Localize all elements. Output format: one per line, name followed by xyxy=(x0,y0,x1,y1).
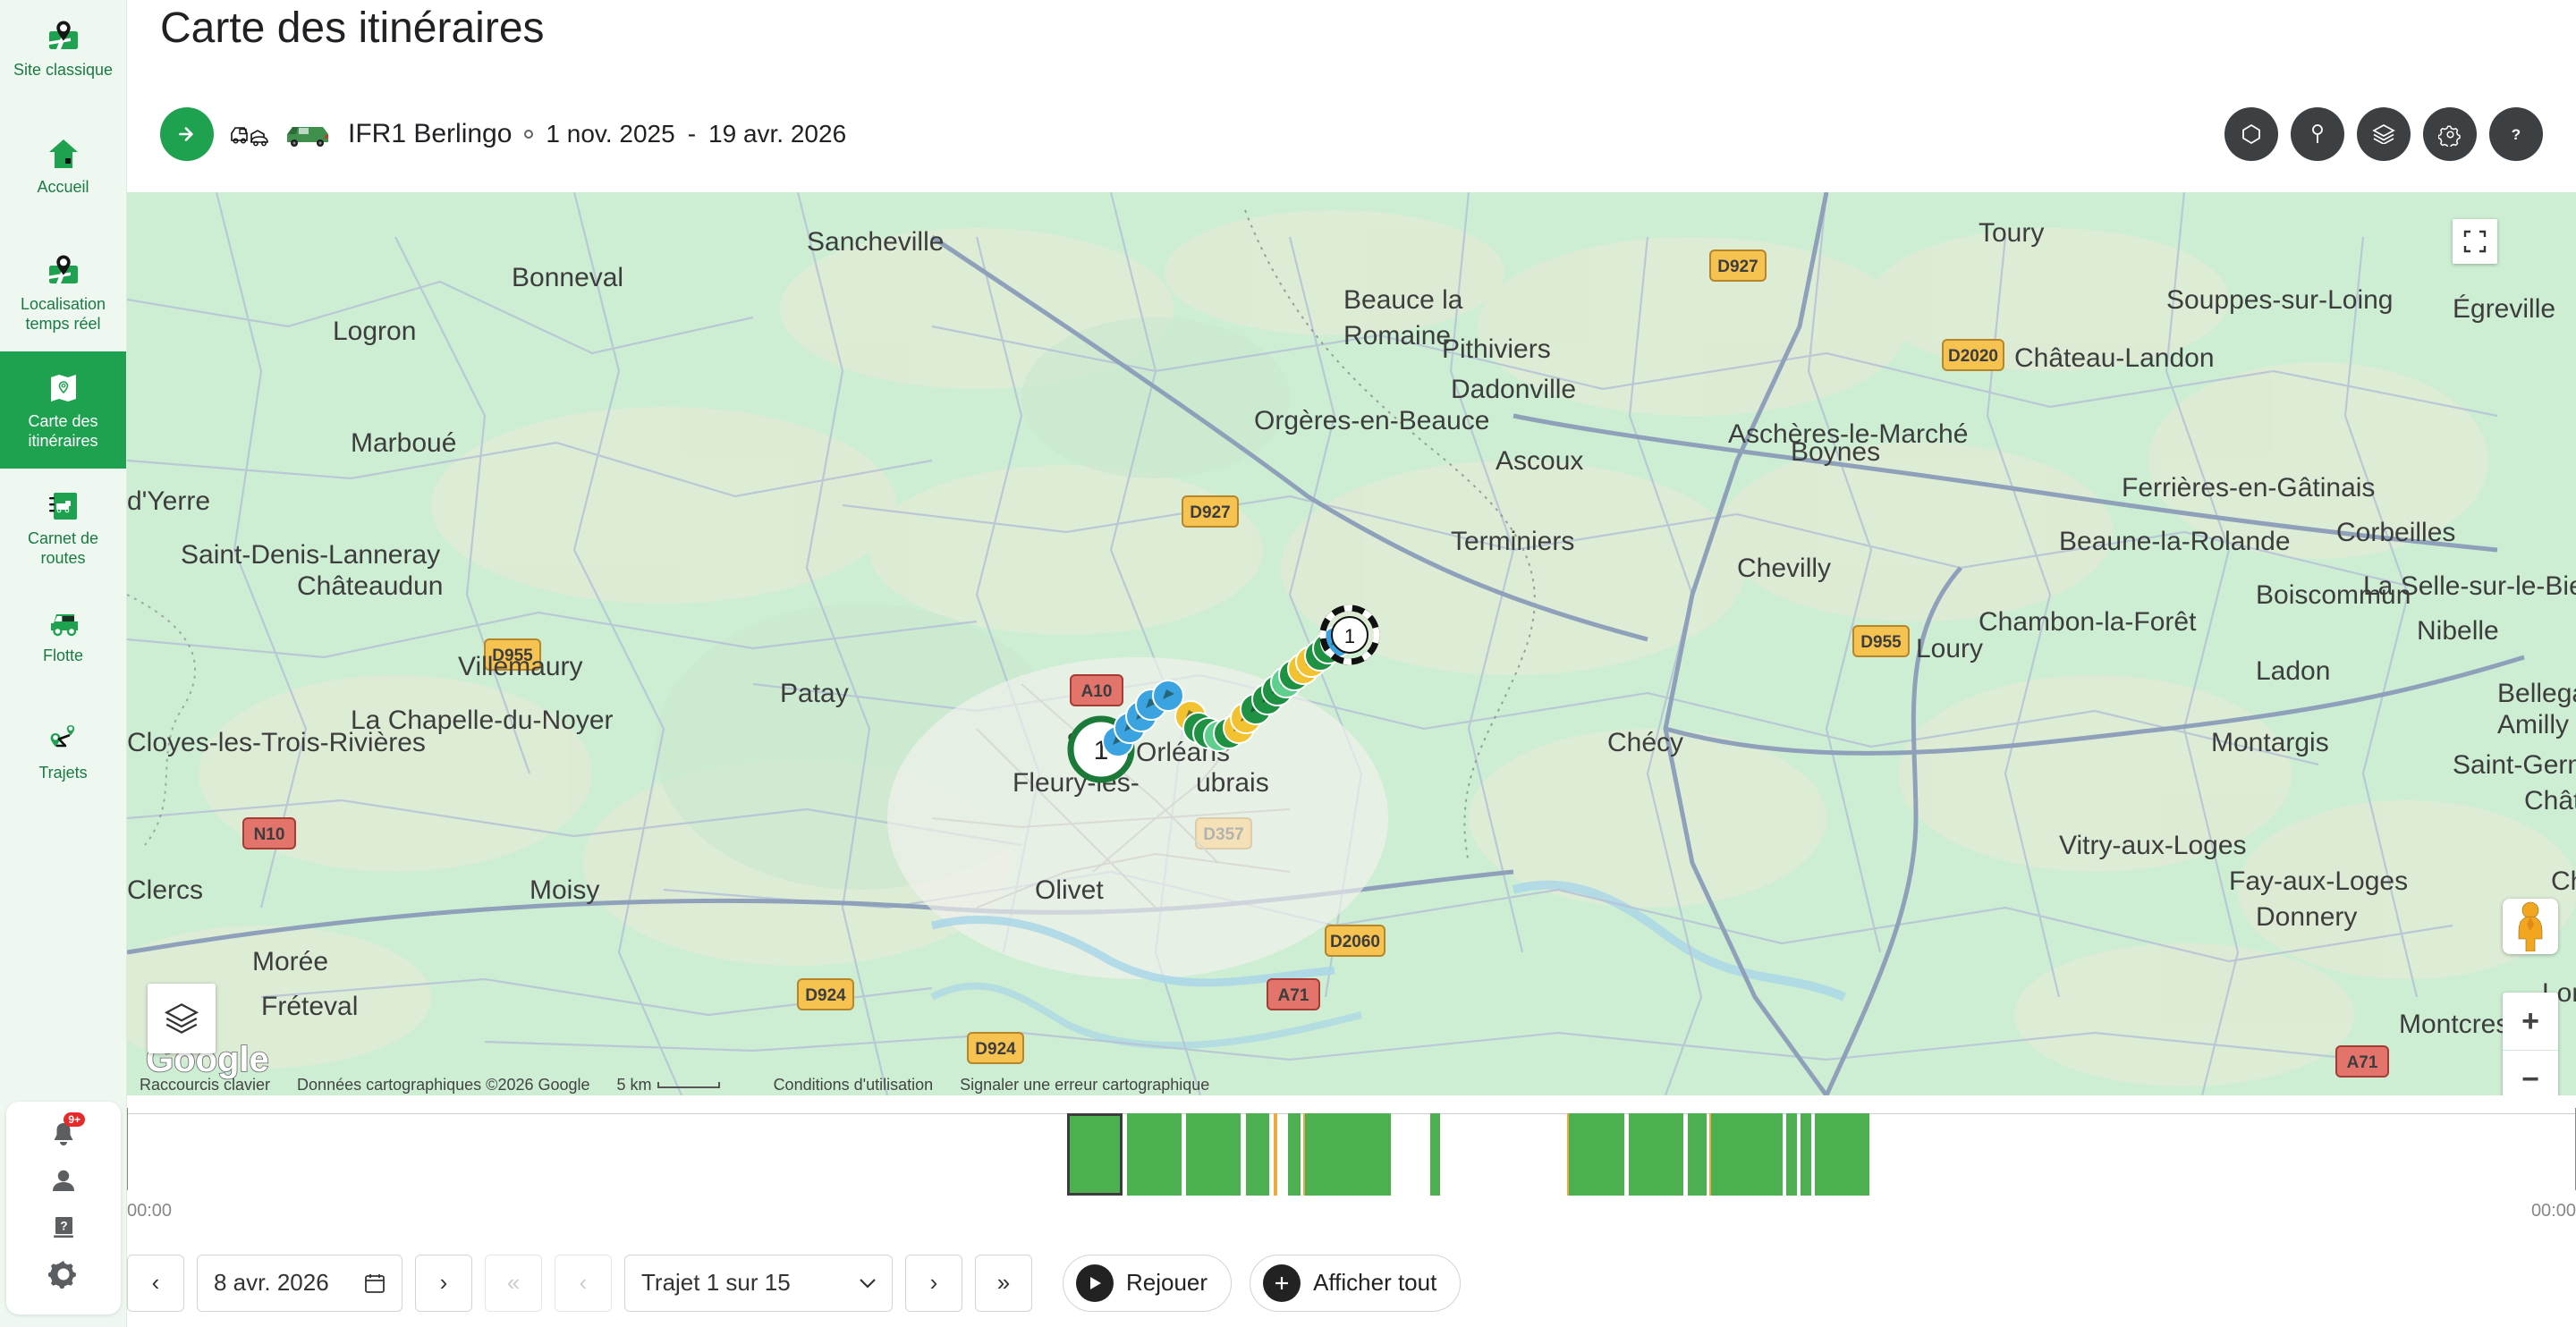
svg-text:Ferrières-en-Gâtinais: Ferrières-en-Gâtinais xyxy=(2122,473,2375,503)
svg-text:A71: A71 xyxy=(1278,986,1309,1005)
svg-text:Égreville: Égreville xyxy=(2453,294,2555,324)
svg-text:Olivet: Olivet xyxy=(1035,875,1104,905)
svg-text:d'Yerre: d'Yerre xyxy=(127,486,210,516)
svg-text:Sancheville: Sancheville xyxy=(807,227,944,257)
svg-text:Donnery: Donnery xyxy=(2256,902,2357,932)
svg-text:Saint-Germain-des-Prés: Saint-Germain-des-Prés xyxy=(2453,750,2576,780)
svg-text:N10: N10 xyxy=(254,825,285,844)
svg-text:ubrais: ubrais xyxy=(1196,768,1269,798)
svg-text:Loury: Loury xyxy=(1916,634,1983,664)
svg-text:Beaune-la-Rolande: Beaune-la-Rolande xyxy=(2059,527,2291,556)
svg-text:Château-Renard: Château-Renard xyxy=(2524,786,2576,816)
svg-text:Romaine: Romaine xyxy=(1343,321,1451,351)
svg-text:Château-Landon: Château-Landon xyxy=(2014,343,2215,373)
svg-text:Orgères-en-Beauce: Orgères-en-Beauce xyxy=(1254,406,1489,435)
svg-text:?: ? xyxy=(2512,126,2521,143)
svg-text:Clercs: Clercs xyxy=(127,875,203,905)
svg-text:Boiscommun: Boiscommun xyxy=(2256,580,2411,610)
svg-text:Pithiviers: Pithiviers xyxy=(1442,334,1551,364)
svg-text:Fréteval: Fréteval xyxy=(261,992,358,1021)
svg-text:Ascoux: Ascoux xyxy=(1496,446,1583,476)
svg-text:Logron: Logron xyxy=(333,317,416,346)
svg-text:Chambon-la-Forêt: Chambon-la-Forêt xyxy=(1979,607,2197,637)
svg-text:Châteaudun: Châteaudun xyxy=(297,571,443,601)
svg-text:Amilly: Amilly xyxy=(2497,710,2569,740)
svg-text:Chécy: Chécy xyxy=(1607,728,1683,757)
svg-text:D2020: D2020 xyxy=(1948,347,1998,366)
svg-text:Chevilly: Chevilly xyxy=(1737,554,1831,583)
svg-text:Morée: Morée xyxy=(252,947,328,976)
svg-text:D2060: D2060 xyxy=(1330,933,1380,951)
svg-text:Vitry-aux-Loges: Vitry-aux-Loges xyxy=(2059,831,2247,860)
svg-text:Marboué: Marboué xyxy=(351,428,456,458)
svg-text:D927: D927 xyxy=(1190,503,1230,522)
svg-text:Ladon: Ladon xyxy=(2256,656,2330,686)
svg-text:Toury: Toury xyxy=(1979,218,2044,248)
svg-text:?: ? xyxy=(60,1219,67,1232)
svg-text:Fay-aux-Loges: Fay-aux-Loges xyxy=(2229,866,2408,896)
svg-text:Saint-Denis-Lanneray: Saint-Denis-Lanneray xyxy=(181,540,440,570)
svg-text:Montargis: Montargis xyxy=(2211,728,2329,757)
svg-text:Corbeilles: Corbeilles xyxy=(2336,518,2455,547)
svg-text:Boynes: Boynes xyxy=(1791,437,1880,467)
svg-text:Beauce la: Beauce la xyxy=(1343,285,1463,315)
svg-text:Moisy: Moisy xyxy=(530,875,599,905)
svg-text:Patay: Patay xyxy=(780,679,849,708)
svg-text:Dadonville: Dadonville xyxy=(1451,375,1576,404)
svg-text:Nibelle: Nibelle xyxy=(2417,616,2499,646)
svg-text:D924: D924 xyxy=(805,986,846,1005)
svg-text:A71: A71 xyxy=(2347,1053,2378,1072)
svg-text:Bellegarde: Bellegarde xyxy=(2497,679,2576,708)
svg-text:Bonneval: Bonneval xyxy=(512,263,623,292)
svg-text:Terminiers: Terminiers xyxy=(1451,527,1574,556)
svg-text:La Chapelle-du-Noyer: La Chapelle-du-Noyer xyxy=(351,706,614,735)
svg-text:A10: A10 xyxy=(1081,682,1113,701)
svg-text:D924: D924 xyxy=(975,1040,1016,1059)
svg-text:1: 1 xyxy=(1094,736,1109,765)
svg-text:Chuelles: Chuelles xyxy=(2551,866,2576,896)
svg-text:D927: D927 xyxy=(1717,258,1758,276)
svg-text:D955: D955 xyxy=(1860,633,1902,652)
svg-text:Villemaury: Villemaury xyxy=(458,652,583,681)
svg-text:Orléans: Orléans xyxy=(1136,738,1230,767)
svg-text:Souppes-sur-Loing: Souppes-sur-Loing xyxy=(2166,285,2394,315)
